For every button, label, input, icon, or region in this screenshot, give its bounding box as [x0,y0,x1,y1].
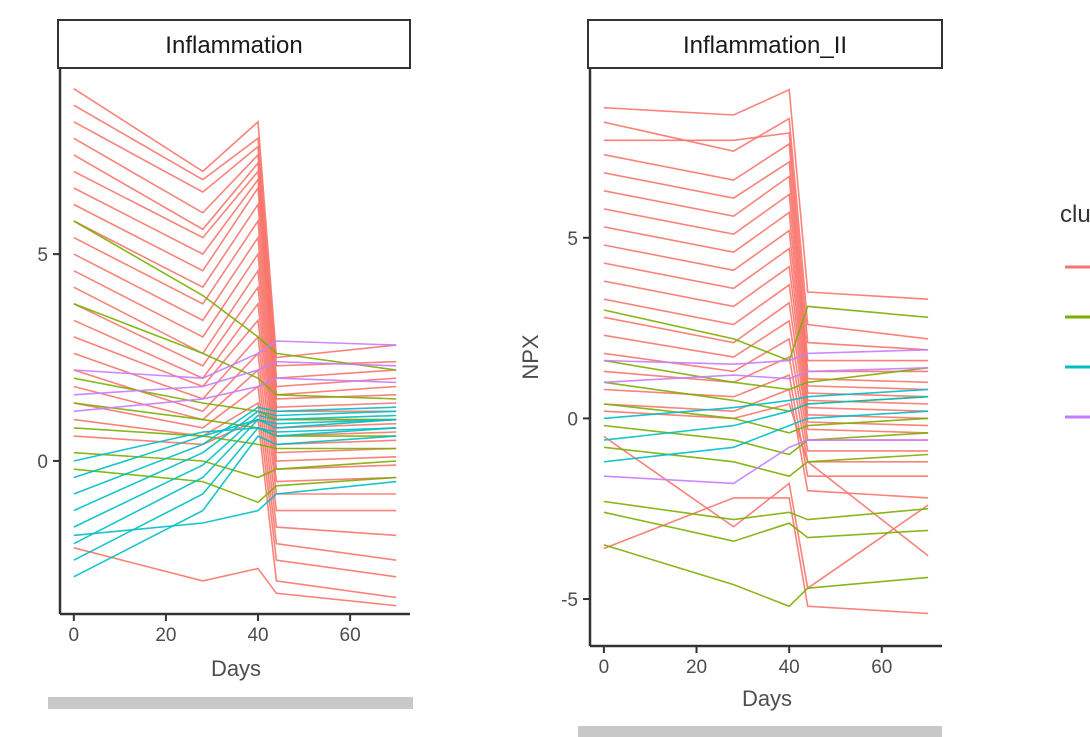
series-lines [603,88,929,615]
series-line-cluster-1 [603,88,929,300]
series-line-cluster-4 [603,349,929,366]
series-line-cluster-1 [603,435,929,590]
series-line-cluster-4 [73,340,397,380]
series-line-cluster-1 [73,301,397,471]
series-line-cluster-1 [603,497,929,615]
x-axis-ticks: 0 20 40 60 [599,646,892,678]
legend-title: clu [1060,201,1090,228]
strip-header [57,19,411,69]
x-tick-label: 0 [69,625,80,646]
series-line-cluster-1 [73,185,397,413]
series-line-cluster-2 [73,451,397,479]
series-line-cluster-3 [73,410,397,512]
series-line-cluster-2 [603,544,929,608]
x-tick-label: 20 [155,625,176,646]
series-line-cluster-3 [73,414,397,528]
series-line-cluster-2 [73,427,397,450]
strip-header [587,19,943,69]
series-line-cluster-2 [603,511,929,543]
series-line-cluster-2 [603,403,929,434]
x-tick-label: 0 [599,657,610,678]
series-line-cluster-1 [603,403,929,557]
series-line-cluster-1 [73,251,397,446]
legend: clu [1060,201,1090,419]
strip-title: Inflammation [165,32,302,59]
series-line-cluster-1 [603,132,929,351]
series-line-cluster-1 [603,301,929,434]
series-line-cluster-3 [73,427,397,462]
series-line-cluster-1 [73,235,397,437]
series-line-cluster-1 [73,318,397,483]
series-line-cluster-1 [73,154,397,396]
series-line-cluster-1 [73,284,397,462]
y-axis-title: NPX [518,334,543,380]
series-line-cluster-1 [73,177,397,409]
y-axis-ticks: -5 0 5 [561,229,590,611]
series-line-cluster-4 [73,377,397,413]
series-line-cluster-1 [603,142,929,362]
y-tick-label: 0 [567,409,578,430]
series-line-cluster-2 [603,446,929,478]
series-line-cluster-4 [73,360,397,396]
series-line-cluster-3 [73,435,397,578]
series-line-cluster-2 [73,303,397,400]
x-axis-title: Days [742,686,792,711]
y-tick-label: 5 [567,229,578,250]
series-line-cluster-1 [73,218,397,429]
series-line-cluster-2 [603,359,929,391]
series-line-cluster-1 [73,88,397,359]
legend-keys [1065,265,1090,419]
y-tick-label: -5 [561,590,578,611]
series-line-cluster-1 [73,401,397,578]
x-tick-label: 40 [247,625,268,646]
series-line-cluster-1 [73,137,397,388]
series-line-cluster-2 [603,500,929,521]
series-line-cluster-1 [73,268,397,454]
series-line-cluster-3 [603,388,929,420]
series-line-cluster-1 [603,117,929,340]
series-line-cluster-2 [73,220,397,371]
series-line-cluster-3 [73,406,397,495]
series-line-cluster-3 [603,410,929,463]
panel-scrollbar [578,726,942,737]
x-tick-label: 60 [871,657,892,678]
series-line-cluster-1 [603,174,929,384]
series-line-cluster-1 [603,247,929,412]
series-line-cluster-1 [73,104,397,367]
series-line-cluster-1 [603,388,929,499]
series-line-cluster-1 [603,192,929,391]
series-line-cluster-1 [603,283,929,427]
x-tick-label: 60 [340,625,361,646]
series-line-cluster-1 [73,547,397,607]
x-tick-label: 40 [779,657,800,678]
y-tick-label: 5 [37,245,48,266]
series-line-cluster-1 [603,160,929,373]
y-axis-ticks: 05 [37,245,60,473]
series-line-cluster-2 [73,468,397,504]
x-axis-ticks: 0 20 40 60 [69,614,361,646]
panel-scrollbar [48,697,413,709]
y-tick-label: 0 [37,452,48,473]
series-line-cluster-1 [73,121,397,380]
series-line-cluster-3 [73,480,397,537]
series-line-cluster-1 [603,337,929,452]
series-line-cluster-2 [603,424,929,456]
panel-inflammation-ii: Inflammation_II 0 20 40 60 -5 0 5 Days NPX [518,19,943,737]
series-line-cluster-3 [73,418,397,479]
x-axis-title: Days [211,656,261,681]
panel-inflammation: Inflammation 0 20 40 60 05 Days [37,19,413,709]
x-tick-label: 20 [686,657,707,678]
series-line-cluster-3 [603,395,929,441]
series-lines [73,88,397,607]
strip-title: Inflammation_II [683,32,847,59]
series-line-cluster-4 [603,439,929,485]
series-line-cluster-1 [603,355,929,463]
series-line-cluster-4 [603,367,929,384]
series-line-cluster-1 [73,169,397,400]
